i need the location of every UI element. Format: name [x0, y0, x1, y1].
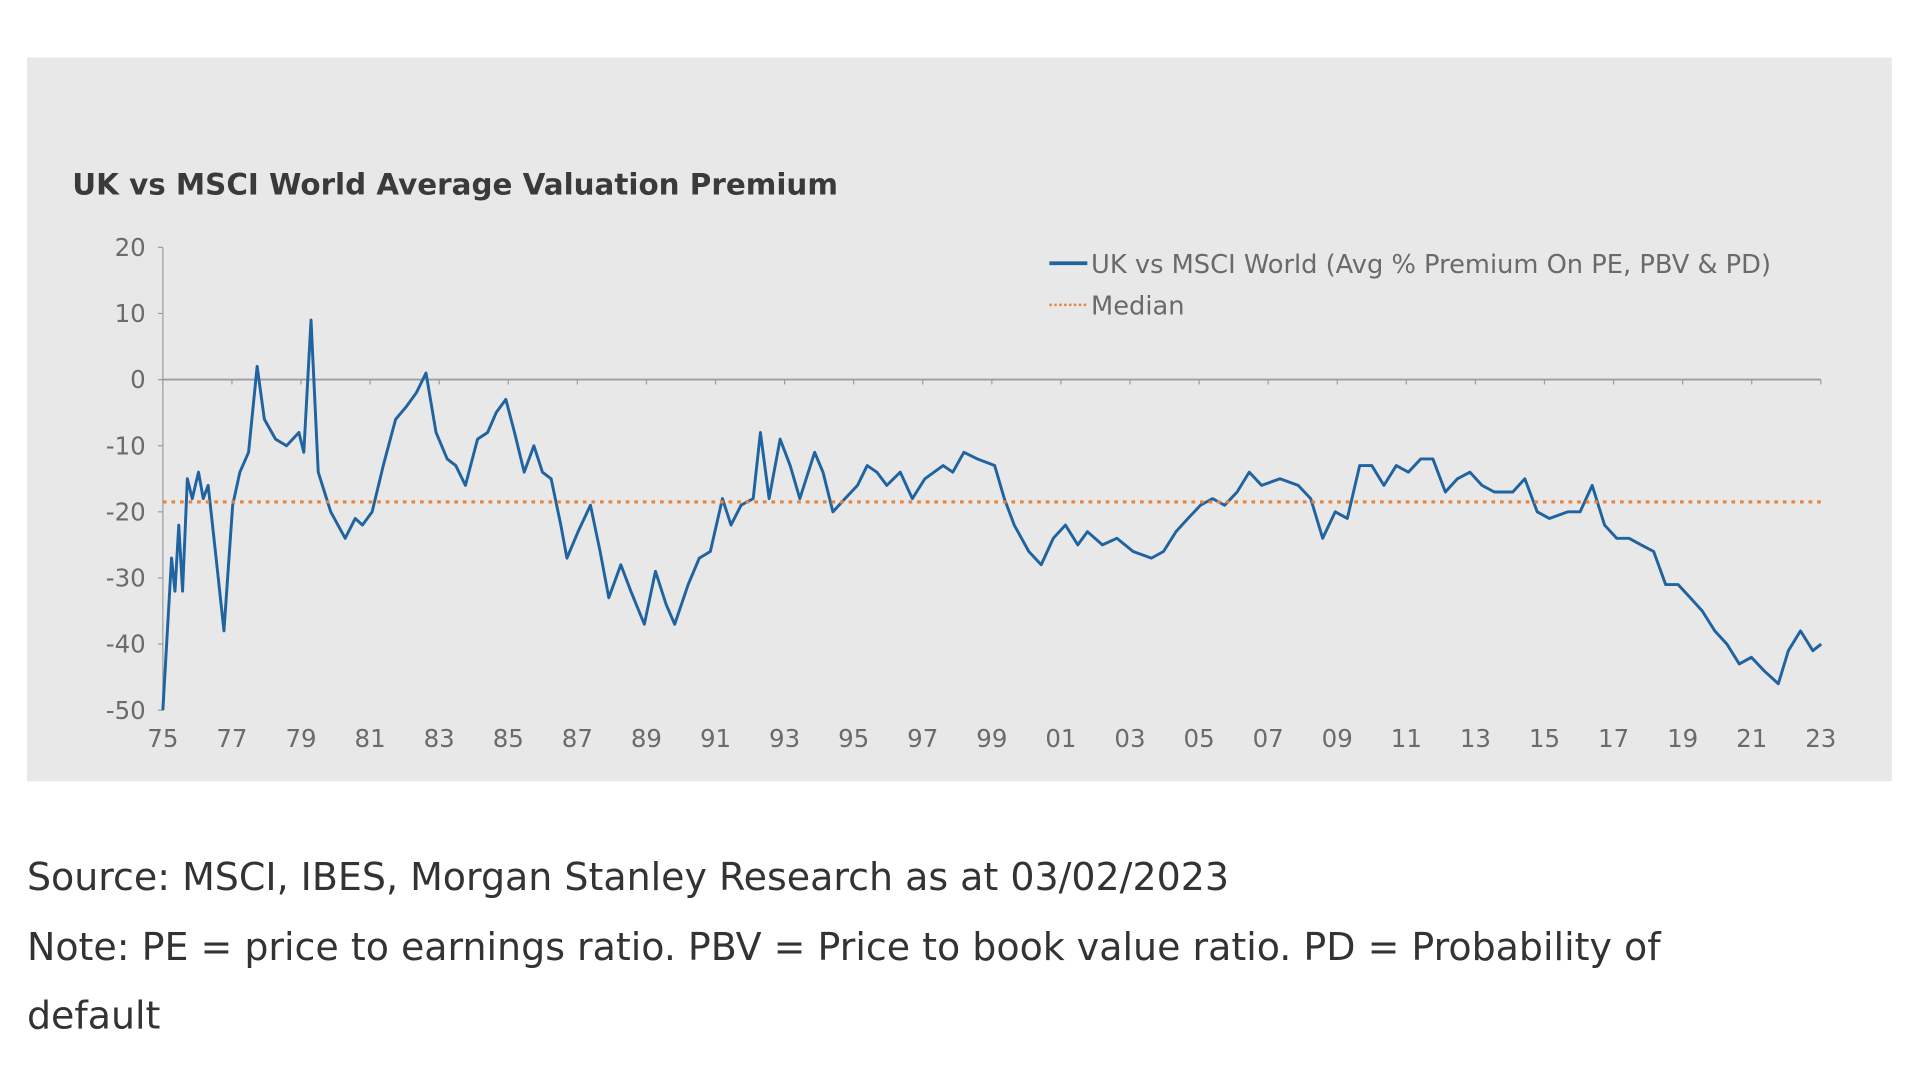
x-tick-label: 93: [769, 724, 800, 753]
x-tick-label: 91: [700, 724, 731, 753]
legend: UK vs MSCI World (Avg % Premium On PE, P…: [1049, 250, 1771, 322]
series-line-uk-vs-msci-world: [161, 318, 1823, 711]
note-text-line2: default: [27, 994, 160, 1038]
legend-label-main: UK vs MSCI World (Avg % Premium On PE, P…: [1091, 250, 1771, 280]
y-tick-label: 10: [115, 299, 146, 328]
legend-label-median: Median: [1091, 292, 1185, 322]
x-tick-label: 79: [285, 724, 316, 753]
y-tick-label: -10: [106, 431, 146, 460]
x-tick-label: 81: [355, 724, 386, 753]
chart-panel: [26, 57, 1892, 782]
x-tick-label: 99: [976, 724, 1007, 753]
x-tick-label: 21: [1736, 724, 1767, 753]
x-tick-label: 05: [1184, 724, 1215, 753]
x-tick-label: 09: [1322, 724, 1353, 753]
x-tick-label: 85: [493, 724, 524, 753]
x-tick-label: 95: [838, 724, 869, 753]
y-tick-label: 0: [130, 365, 146, 394]
x-tick-label: 87: [562, 724, 593, 753]
x-tick-label: 75: [147, 724, 178, 753]
x-tick-label: 17: [1598, 724, 1629, 753]
y-tick-label: 20: [115, 233, 146, 262]
note-text-line1: Note: PE = price to earnings ratio. PBV …: [27, 925, 1662, 969]
x-tick-label: 03: [1114, 724, 1145, 753]
x-tick-label: 11: [1391, 724, 1422, 753]
x-tick-label: 01: [1045, 724, 1076, 753]
y-tick-label: -40: [106, 630, 146, 659]
x-tick-label: 77: [216, 724, 247, 753]
x-tick-label: 13: [1460, 724, 1491, 753]
x-tick-label: 89: [631, 724, 662, 753]
x-tick-label: 83: [424, 724, 455, 753]
x-tick-label: 97: [907, 724, 938, 753]
y-tick-label: -30: [106, 564, 146, 593]
x-tick-label: 07: [1253, 724, 1284, 753]
x-tick-label: 19: [1667, 724, 1698, 753]
chart-title: UK vs MSCI World Average Valuation Premi…: [72, 168, 838, 202]
x-tick-label: 15: [1529, 724, 1560, 753]
x-tick-label: 23: [1805, 724, 1836, 753]
source-text: Source: MSCI, IBES, Morgan Stanley Resea…: [27, 855, 1229, 899]
series-layer: [161, 318, 1823, 711]
y-tick-label: -20: [106, 497, 146, 526]
y-tick-label: -50: [106, 696, 146, 725]
